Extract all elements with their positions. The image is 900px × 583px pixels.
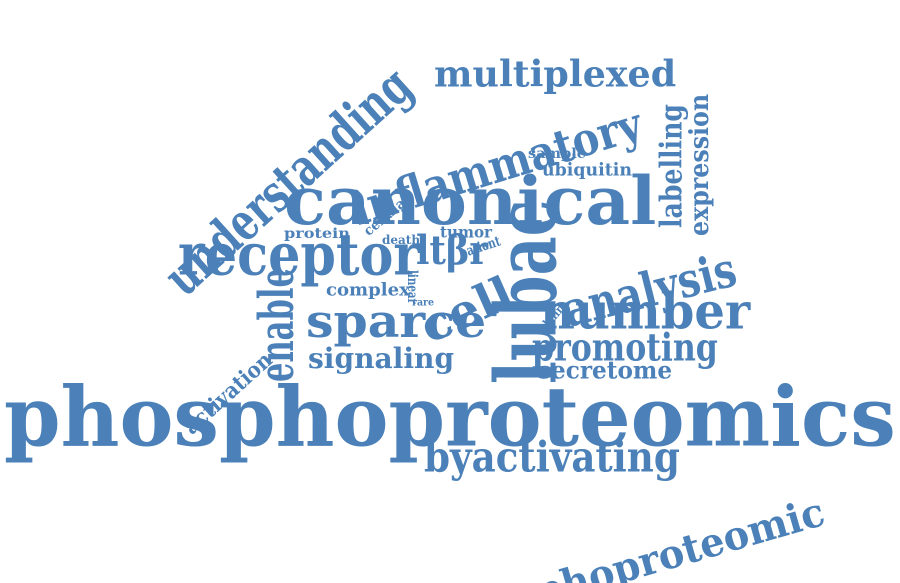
word-promoting: promoting	[532, 324, 718, 370]
word-complex: complex	[326, 278, 410, 300]
word-number: number	[540, 281, 751, 341]
word-ltbr: ltβr	[416, 226, 489, 274]
word-canonical: canonical	[284, 162, 657, 240]
word-poor: poor	[514, 243, 543, 255]
word-byactivating: byactivating	[424, 432, 680, 482]
word-phosphoproteomic: phosphoproteomic	[431, 487, 830, 583]
word-expression: expression	[683, 93, 715, 236]
word-phosphoproteomics: phosphoproteomics	[4, 368, 896, 466]
word-labelling: labelling	[653, 104, 689, 228]
word-receptor: receptor	[178, 219, 421, 289]
word-death: death	[382, 232, 421, 248]
word-ubiquitin: ubiquitin	[542, 158, 633, 180]
word-tumor: tumor	[440, 222, 493, 242]
word-secretome: secretome	[538, 355, 673, 385]
word-multiplexed: multiplexed	[434, 52, 677, 96]
word-signaling: signaling	[308, 341, 455, 375]
word-protein: protein	[284, 224, 350, 242]
word-sample: sample	[528, 144, 587, 162]
word-rare: rare	[412, 296, 434, 308]
word-sparce: sparce	[306, 293, 487, 349]
